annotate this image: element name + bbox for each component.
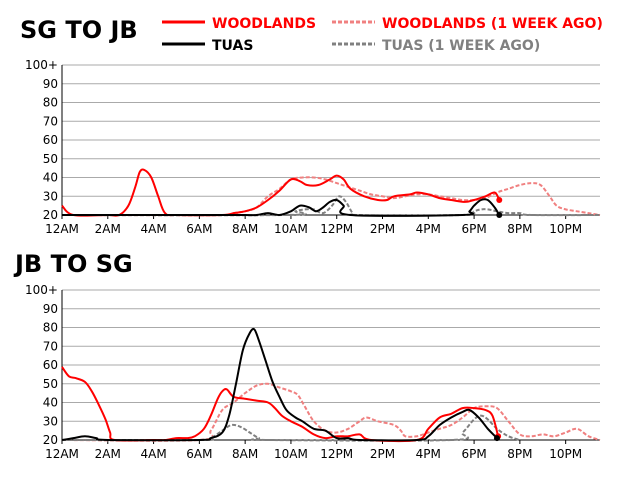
x-tick-label: 2AM — [95, 222, 121, 236]
series-line-woodlands — [61, 168, 501, 217]
x-tick-label: 12PM — [320, 447, 353, 461]
x-tick-label: 10PM — [549, 222, 582, 236]
chart-title-sg-to-jb: SG TO JB — [20, 16, 138, 44]
chart-title-jb-to-sg: JB TO SG — [13, 250, 133, 278]
legend-label-tuas: TUAS — [212, 38, 253, 54]
chart-panel-jb-to-sg: 20 30 40 50 60 70 80 90 100+ 12AM 2AM 4AM 6AM 8AM 10AM… — [25, 283, 601, 461]
x-tick-label: 12PM — [320, 222, 353, 236]
x-tick-label: 8PM — [507, 222, 532, 236]
y-tick-label: 100+ — [25, 58, 58, 72]
chart-panel-sg-to-jb: 20 30 40 50 60 70 80 90 100+ 12AM 2AM 4AM 6AM 8AM 10AM… — [25, 58, 601, 236]
y-tick-label: 80 — [43, 321, 58, 335]
x-tick-label: 6AM — [186, 447, 212, 461]
legend-item-woodlands-1-week-ago: WOODLANDS (1 WEEK AGO) — [332, 16, 603, 32]
x-tick-label: 6PM — [461, 222, 486, 236]
y-tick-label: 90 — [43, 77, 58, 91]
series-line-tuas — [62, 198, 501, 217]
x-tick-label: 4AM — [140, 447, 166, 461]
x-tick-label: 8PM — [507, 447, 532, 461]
legend-label-tuas-1-week-ago: TUAS (1 WEEK AGO) — [382, 38, 540, 54]
x-tick-label: 12AM — [45, 222, 79, 236]
y-tick-label: 40 — [43, 396, 58, 410]
x-tick-label: 2PM — [370, 222, 395, 236]
series-line-woodlands — [61, 366, 500, 443]
x-tick-label: 6PM — [461, 447, 486, 461]
y-tick-label: 20 — [43, 208, 58, 222]
x-tick-label: 4AM — [140, 222, 166, 236]
x-tick-label: 8AM — [232, 222, 258, 236]
series-end-marker-woodlands — [496, 197, 503, 203]
y-tick-label: 60 — [43, 358, 58, 372]
x-tick-label: 10AM — [274, 222, 308, 236]
series-line-woodlands-1-week-ago — [61, 176, 601, 217]
x-tick-label: 4PM — [416, 222, 441, 236]
y-tick-label: 90 — [43, 302, 58, 316]
x-tick-label: 10AM — [274, 447, 308, 461]
x-tick-label: 12AM — [45, 447, 79, 461]
x-tick-label: 2AM — [95, 447, 121, 461]
x-tick-label: 6AM — [186, 222, 212, 236]
legend: WOODLANDS WOODLANDS (1 WEEK AGO) TUAS TU… — [162, 16, 603, 54]
x-tick-label: 8AM — [232, 447, 258, 461]
y-tick-label: 50 — [43, 377, 58, 391]
y-tick-label: 100+ — [25, 283, 58, 297]
series-end-marker-tuas — [496, 212, 503, 218]
legend-item-tuas-1-week-ago: TUAS (1 WEEK AGO) — [332, 38, 540, 54]
legend-label-woodlands-1-week-ago: WOODLANDS (1 WEEK AGO) — [382, 16, 603, 32]
legend-item-tuas: TUAS — [162, 38, 253, 54]
legend-label-woodlands: WOODLANDS — [212, 16, 316, 32]
y-tick-label: 40 — [43, 171, 58, 185]
series-line-tuas-1-week-ago — [61, 195, 601, 217]
y-tick-label: 70 — [43, 339, 58, 353]
x-tick-label: 2PM — [370, 447, 395, 461]
y-tick-label: 70 — [43, 114, 58, 128]
y-tick-label: 80 — [43, 96, 58, 110]
series-line-woodlands-1-week-ago — [61, 382, 601, 442]
series-line-tuas — [61, 327, 498, 442]
legend-item-woodlands: WOODLANDS — [162, 16, 316, 32]
series-end-marker-tuas — [493, 435, 500, 442]
x-tick-label: 10PM — [549, 447, 582, 461]
y-tick-label: 30 — [43, 414, 58, 428]
y-tick-label: 60 — [43, 133, 58, 147]
x-tick-label: 4PM — [416, 447, 441, 461]
y-tick-label: 50 — [43, 152, 58, 166]
series-line-tuas-1-week-ago — [61, 414, 521, 442]
y-tick-label: 30 — [43, 189, 58, 203]
y-tick-label: 20 — [43, 433, 58, 447]
